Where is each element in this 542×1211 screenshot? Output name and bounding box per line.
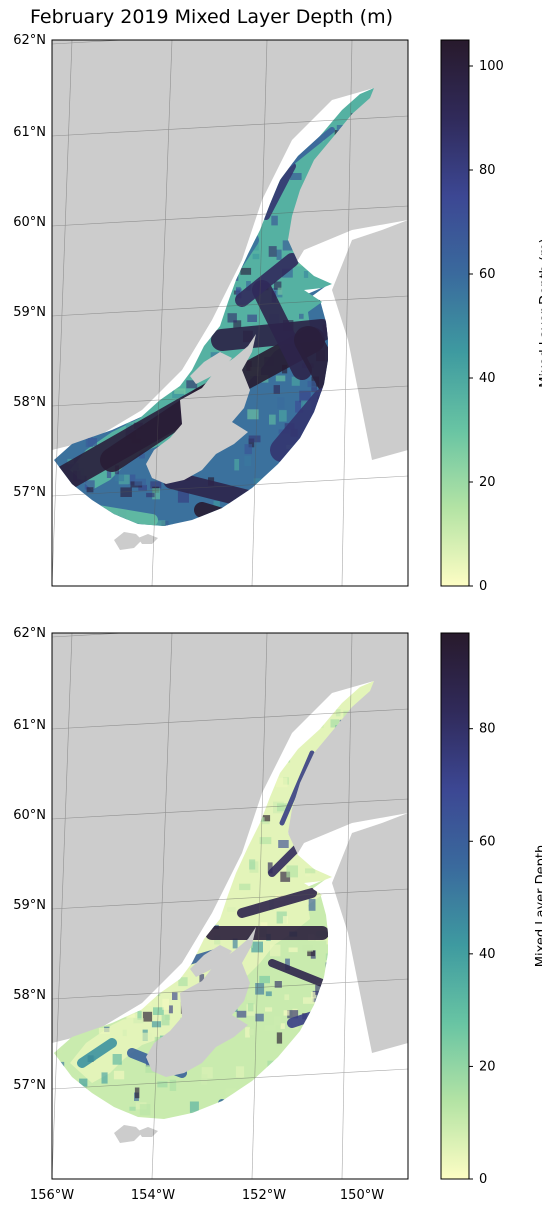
colorbar-1: 0 20 40 60 80 100 Mixed Layer Depth (m) <box>440 39 542 594</box>
graticule <box>52 40 408 586</box>
map-panel-1: 62°N 61°N 60°N 59°N 58°N 57°N <box>13 33 409 587</box>
island-kodiak <box>146 927 256 1077</box>
island-afognak <box>190 945 232 977</box>
colorbar-tick-label: 80 <box>479 163 496 178</box>
map-frame <box>51 632 409 1180</box>
lat-tick-label: 60°N <box>13 215 46 230</box>
colorbar-tick-label: 60 <box>479 267 496 282</box>
map-panel-2: 62°N 61°N 60°N 59°N 58°N 57°N 156°W 154°W 152°W 1… <box>13 626 409 1203</box>
colorbar-gradient <box>440 39 470 587</box>
lon-tick-label: 156°W <box>30 1188 74 1203</box>
colorbar-tick-label: 40 <box>479 371 496 386</box>
lat-tick-label: 57°N <box>13 485 46 500</box>
lat-tick-label: 60°N <box>13 808 46 823</box>
map-content <box>52 40 408 586</box>
water-inlet <box>70 88 374 490</box>
island-kodiak <box>146 334 256 484</box>
island-afognak <box>190 352 232 384</box>
lat-tick-label: 62°N <box>13 626 46 641</box>
island-small <box>138 1127 158 1137</box>
colorbar-label: Mixed Layer Depth (m) <box>538 238 542 387</box>
lat-tick-label: 58°N <box>13 988 46 1003</box>
land-west <box>52 40 408 450</box>
lat-tick-label: 61°N <box>13 125 46 140</box>
island-small <box>114 1125 142 1143</box>
colorbar-tick-label: 40 <box>479 947 496 962</box>
colorbar-tick-label: 80 <box>479 722 496 737</box>
colorbar-tick-label: 0 <box>479 1172 487 1187</box>
colorbar-label-line1: Mixed Layer Depth <box>534 845 542 967</box>
land-west <box>52 633 408 1043</box>
lon-tick-label: 150°W <box>340 1188 384 1203</box>
colorbar-gradient <box>440 632 470 1180</box>
island-small <box>138 534 158 544</box>
map-content <box>52 633 408 1179</box>
lon-tick-label: 154°W <box>131 1188 175 1203</box>
graticule <box>52 633 408 1179</box>
lat-tick-label: 57°N <box>13 1078 46 1093</box>
lon-tick-label: 152°W <box>242 1188 286 1203</box>
island-small <box>114 532 142 550</box>
lat-tick-label: 61°N <box>13 718 46 733</box>
map-frame <box>51 39 409 587</box>
land-east <box>52 40 408 460</box>
colorbar-tick-label: 100 <box>479 59 504 74</box>
colorbar-tick-label: 20 <box>479 1059 496 1074</box>
lat-tick-label: 59°N <box>13 305 46 320</box>
lat-tick-label: 62°N <box>13 33 46 48</box>
lat-tick-label: 59°N <box>13 898 46 913</box>
colorbar-tick-label: 0 <box>479 579 487 594</box>
colorbar-tick-label: 60 <box>479 834 496 849</box>
colorbar-tick-label: 20 <box>479 475 496 490</box>
lat-tick-label: 58°N <box>13 395 46 410</box>
chart-title: February 2019 Mixed Layer Depth (m) <box>30 6 394 28</box>
land-east <box>52 633 408 1053</box>
